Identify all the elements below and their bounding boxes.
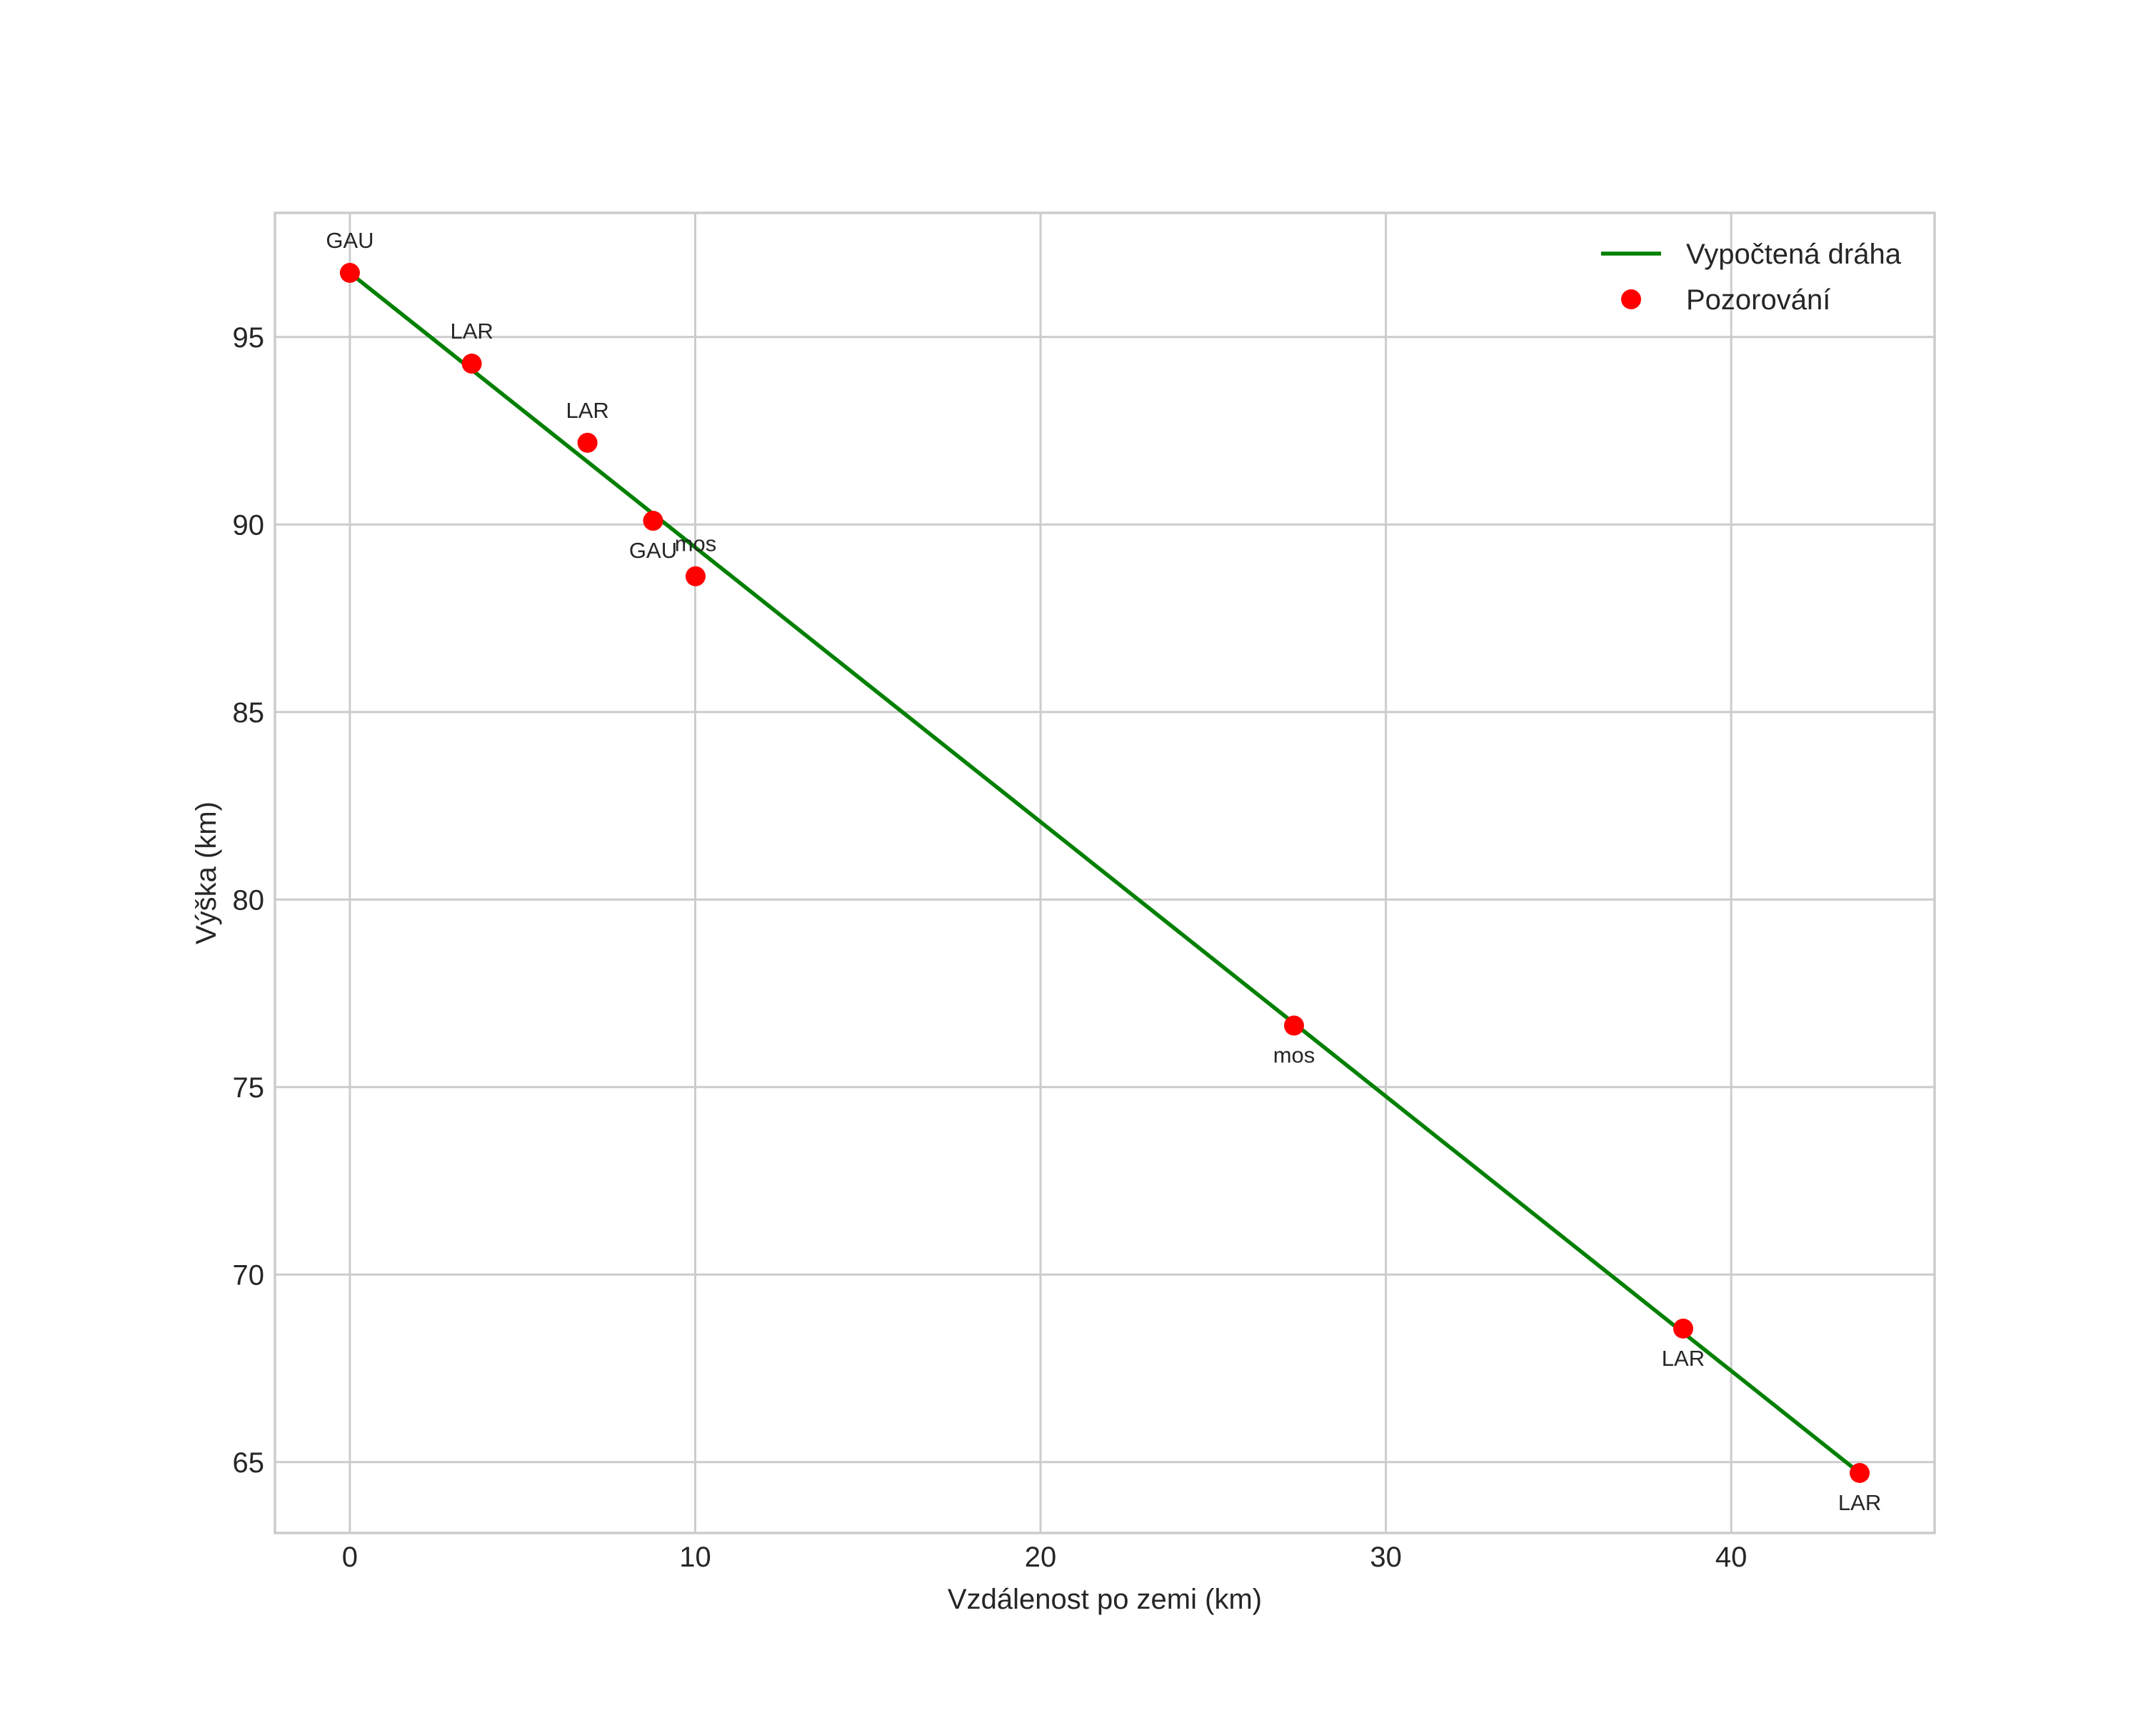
- x-tick-label: 20: [1025, 1542, 1057, 1573]
- x-tick-label: 40: [1715, 1542, 1748, 1573]
- observation-points: [339, 263, 1870, 1483]
- axes-frame: [274, 211, 1936, 1534]
- station-label: GAU: [629, 538, 677, 563]
- legend: Vypočtená dráha Pozorování: [1601, 239, 1902, 316]
- y-tick-label: 95: [233, 322, 265, 354]
- x-tick-label: 10: [679, 1542, 711, 1573]
- station-label: LAR: [1662, 1346, 1705, 1371]
- observation-point: [1283, 1015, 1304, 1036]
- observation-point: [1673, 1318, 1693, 1339]
- legend-marker-swatch: [1621, 289, 1641, 309]
- observation-point: [461, 354, 482, 374]
- y-axis-label: Výška (km): [191, 801, 222, 944]
- observation-point: [685, 566, 706, 586]
- observation-point: [1850, 1463, 1870, 1483]
- station-label: LAR: [566, 398, 608, 423]
- y-tick-label: 70: [233, 1259, 265, 1291]
- station-label: LAR: [450, 319, 493, 344]
- x-tick-label: 30: [1370, 1542, 1402, 1573]
- x-tick-label: 0: [342, 1542, 358, 1573]
- y-tick-label: 65: [233, 1447, 265, 1479]
- y-tick-label: 90: [233, 509, 265, 541]
- computed-trajectory-line: [349, 271, 1861, 1475]
- observation-point: [577, 432, 598, 453]
- trajectory-line: [349, 271, 1861, 1475]
- observation-point: [643, 511, 663, 531]
- grid-lines: [275, 213, 1935, 1533]
- x-axis-label: Vzdálenost po zemi (km): [948, 1584, 1262, 1615]
- legend-label-computed-trajectory: Vypočtená dráha: [1686, 239, 1902, 270]
- x-axis-ticks: 0 10 20 30 40: [342, 1542, 1748, 1573]
- y-tick-label: 85: [233, 697, 265, 729]
- station-label: mos: [1273, 1043, 1315, 1068]
- y-tick-label: 80: [233, 884, 265, 916]
- legend-label-observations: Pozorování: [1686, 284, 1830, 316]
- station-label: GAU: [326, 228, 373, 253]
- y-tick-label: 75: [233, 1072, 265, 1104]
- y-axis-ticks: 65 70 75 80 85 90 95: [233, 322, 265, 1479]
- station-label: mos: [675, 531, 717, 556]
- station-label: LAR: [1838, 1490, 1881, 1515]
- observation-point: [339, 263, 360, 283]
